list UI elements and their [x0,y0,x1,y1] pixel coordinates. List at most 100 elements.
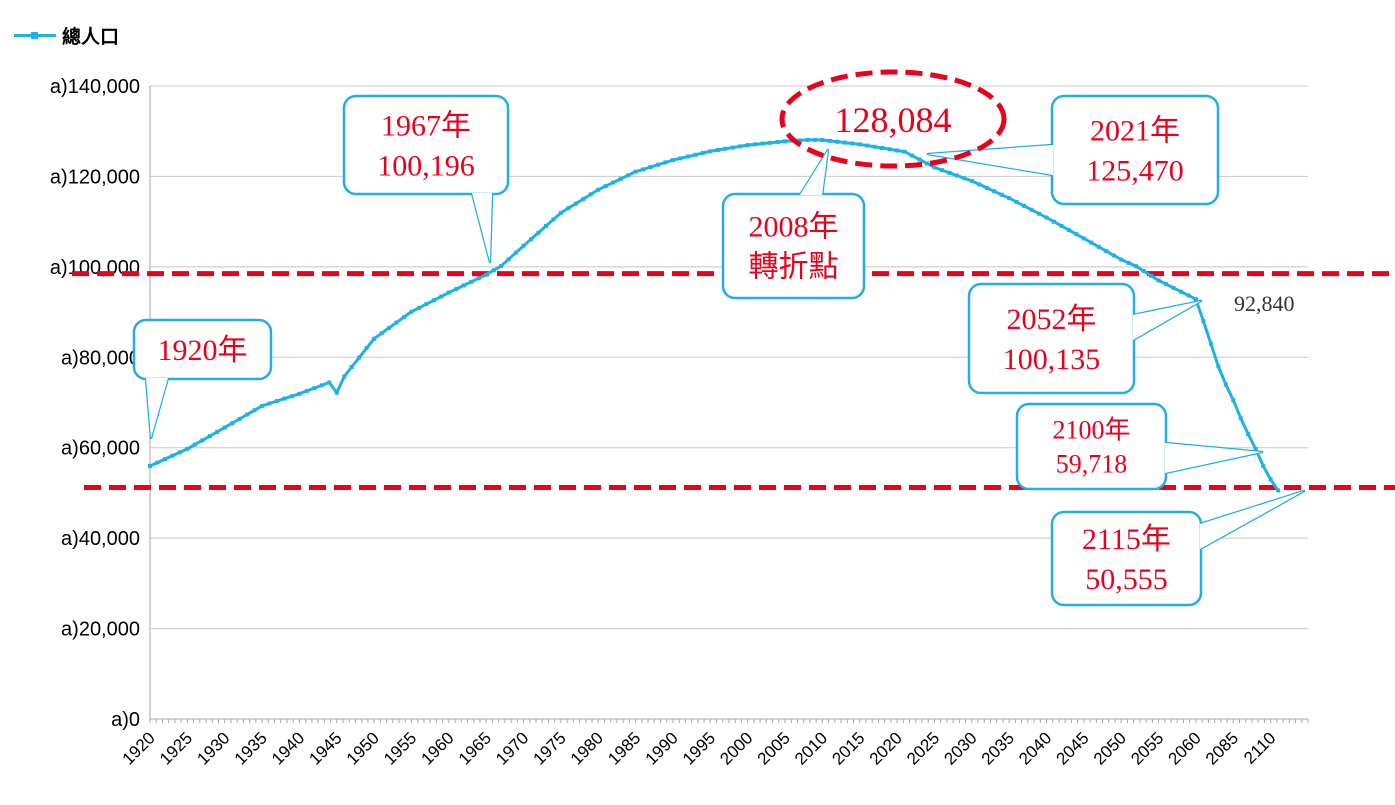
data-point [670,158,675,163]
data-point [962,176,967,181]
data-point [1096,244,1101,249]
data-point [499,263,504,268]
legend-line-marker [14,31,56,39]
data-point [723,146,728,151]
y-tick-label: a)20,000 [61,619,140,641]
data-point [992,189,997,194]
data-point [185,446,190,451]
data-point [170,453,175,458]
data-point [1276,488,1281,493]
data-point [379,331,384,336]
x-tick-label: 1950 [343,728,383,768]
x-tick-label: 1920 [119,728,159,768]
legend-label: 總人口 [62,25,120,48]
y-tick-label: a)40,000 [61,528,140,550]
x-tick-label: 1930 [193,728,233,768]
callout-a1920: 1920年 [132,318,273,440]
data-point [753,142,758,147]
data-point [917,157,922,162]
x-tick-label: 2025 [903,728,943,768]
data-point [387,325,392,330]
callout-box [967,282,1136,395]
data-point [805,137,810,142]
x-tick-label: 2005 [754,728,794,768]
data-point [1029,207,1034,212]
data-point [1149,273,1154,278]
data-point [760,141,765,146]
x-tick-label: 2000 [716,728,756,768]
data-point [334,390,339,395]
data-point [573,201,578,206]
data-point [200,438,205,443]
data-point [880,146,885,151]
data-point [342,374,347,379]
data-point [626,173,631,178]
x-tick-label: 1970 [492,728,532,768]
callout-text: 2008年 [749,211,839,244]
data-point [1126,260,1131,265]
data-point [312,386,317,391]
data-point [633,169,638,174]
data-point [558,210,563,215]
x-tick-label: 1980 [567,728,607,768]
data-point [327,380,332,385]
data-point [506,257,511,262]
callout-text: 59,718 [1056,450,1128,479]
callout-box [1050,94,1220,206]
data-point [461,283,466,288]
data-point [260,403,265,408]
x-tick-label: 1935 [231,728,271,768]
x-tick-label: 2035 [978,728,1018,768]
data-point [648,165,653,170]
data-point [775,140,780,145]
data-point [872,144,877,149]
data-point [357,355,362,360]
data-point [730,145,735,150]
data-point [984,185,989,190]
data-point [1246,432,1251,437]
data-point [402,315,407,320]
data-point [319,383,324,388]
data-point [349,365,354,370]
data-point [954,173,959,178]
data-point [245,412,250,417]
data-point [1156,278,1161,283]
data-point [1089,240,1094,245]
data-point [1223,382,1228,387]
data-point [484,272,489,277]
x-tick-label: 1955 [380,728,420,768]
data-point [1044,215,1049,220]
data-point [999,192,1004,197]
x-tick-label: 2015 [828,728,868,768]
data-point [529,237,534,242]
data-point [543,224,548,229]
data-point [1238,416,1243,421]
data-point [895,148,900,153]
x-tick-label: 1990 [642,728,682,768]
data-point [939,168,944,173]
data-point [416,305,421,310]
data-point [275,399,280,404]
data-point [969,178,974,183]
data-point [581,196,586,201]
data-point [304,388,309,393]
x-tick-label: 2020 [866,728,906,768]
y-tick-label: a)60,000 [61,438,140,460]
data-point [887,147,892,152]
data-point [1268,477,1273,482]
data-point [1134,264,1139,269]
data-point [663,160,668,165]
peak-highlight-ellipse [779,69,1007,169]
data-point [797,138,802,143]
data-point [656,162,661,167]
data-point [1216,364,1221,369]
data-point [1119,257,1124,262]
data-point [783,139,788,144]
data-point [768,140,773,145]
data-point [536,230,541,235]
x-tick-label: 1940 [268,728,308,768]
data-point [237,416,242,421]
x-tick-label: 2040 [1015,728,1055,768]
